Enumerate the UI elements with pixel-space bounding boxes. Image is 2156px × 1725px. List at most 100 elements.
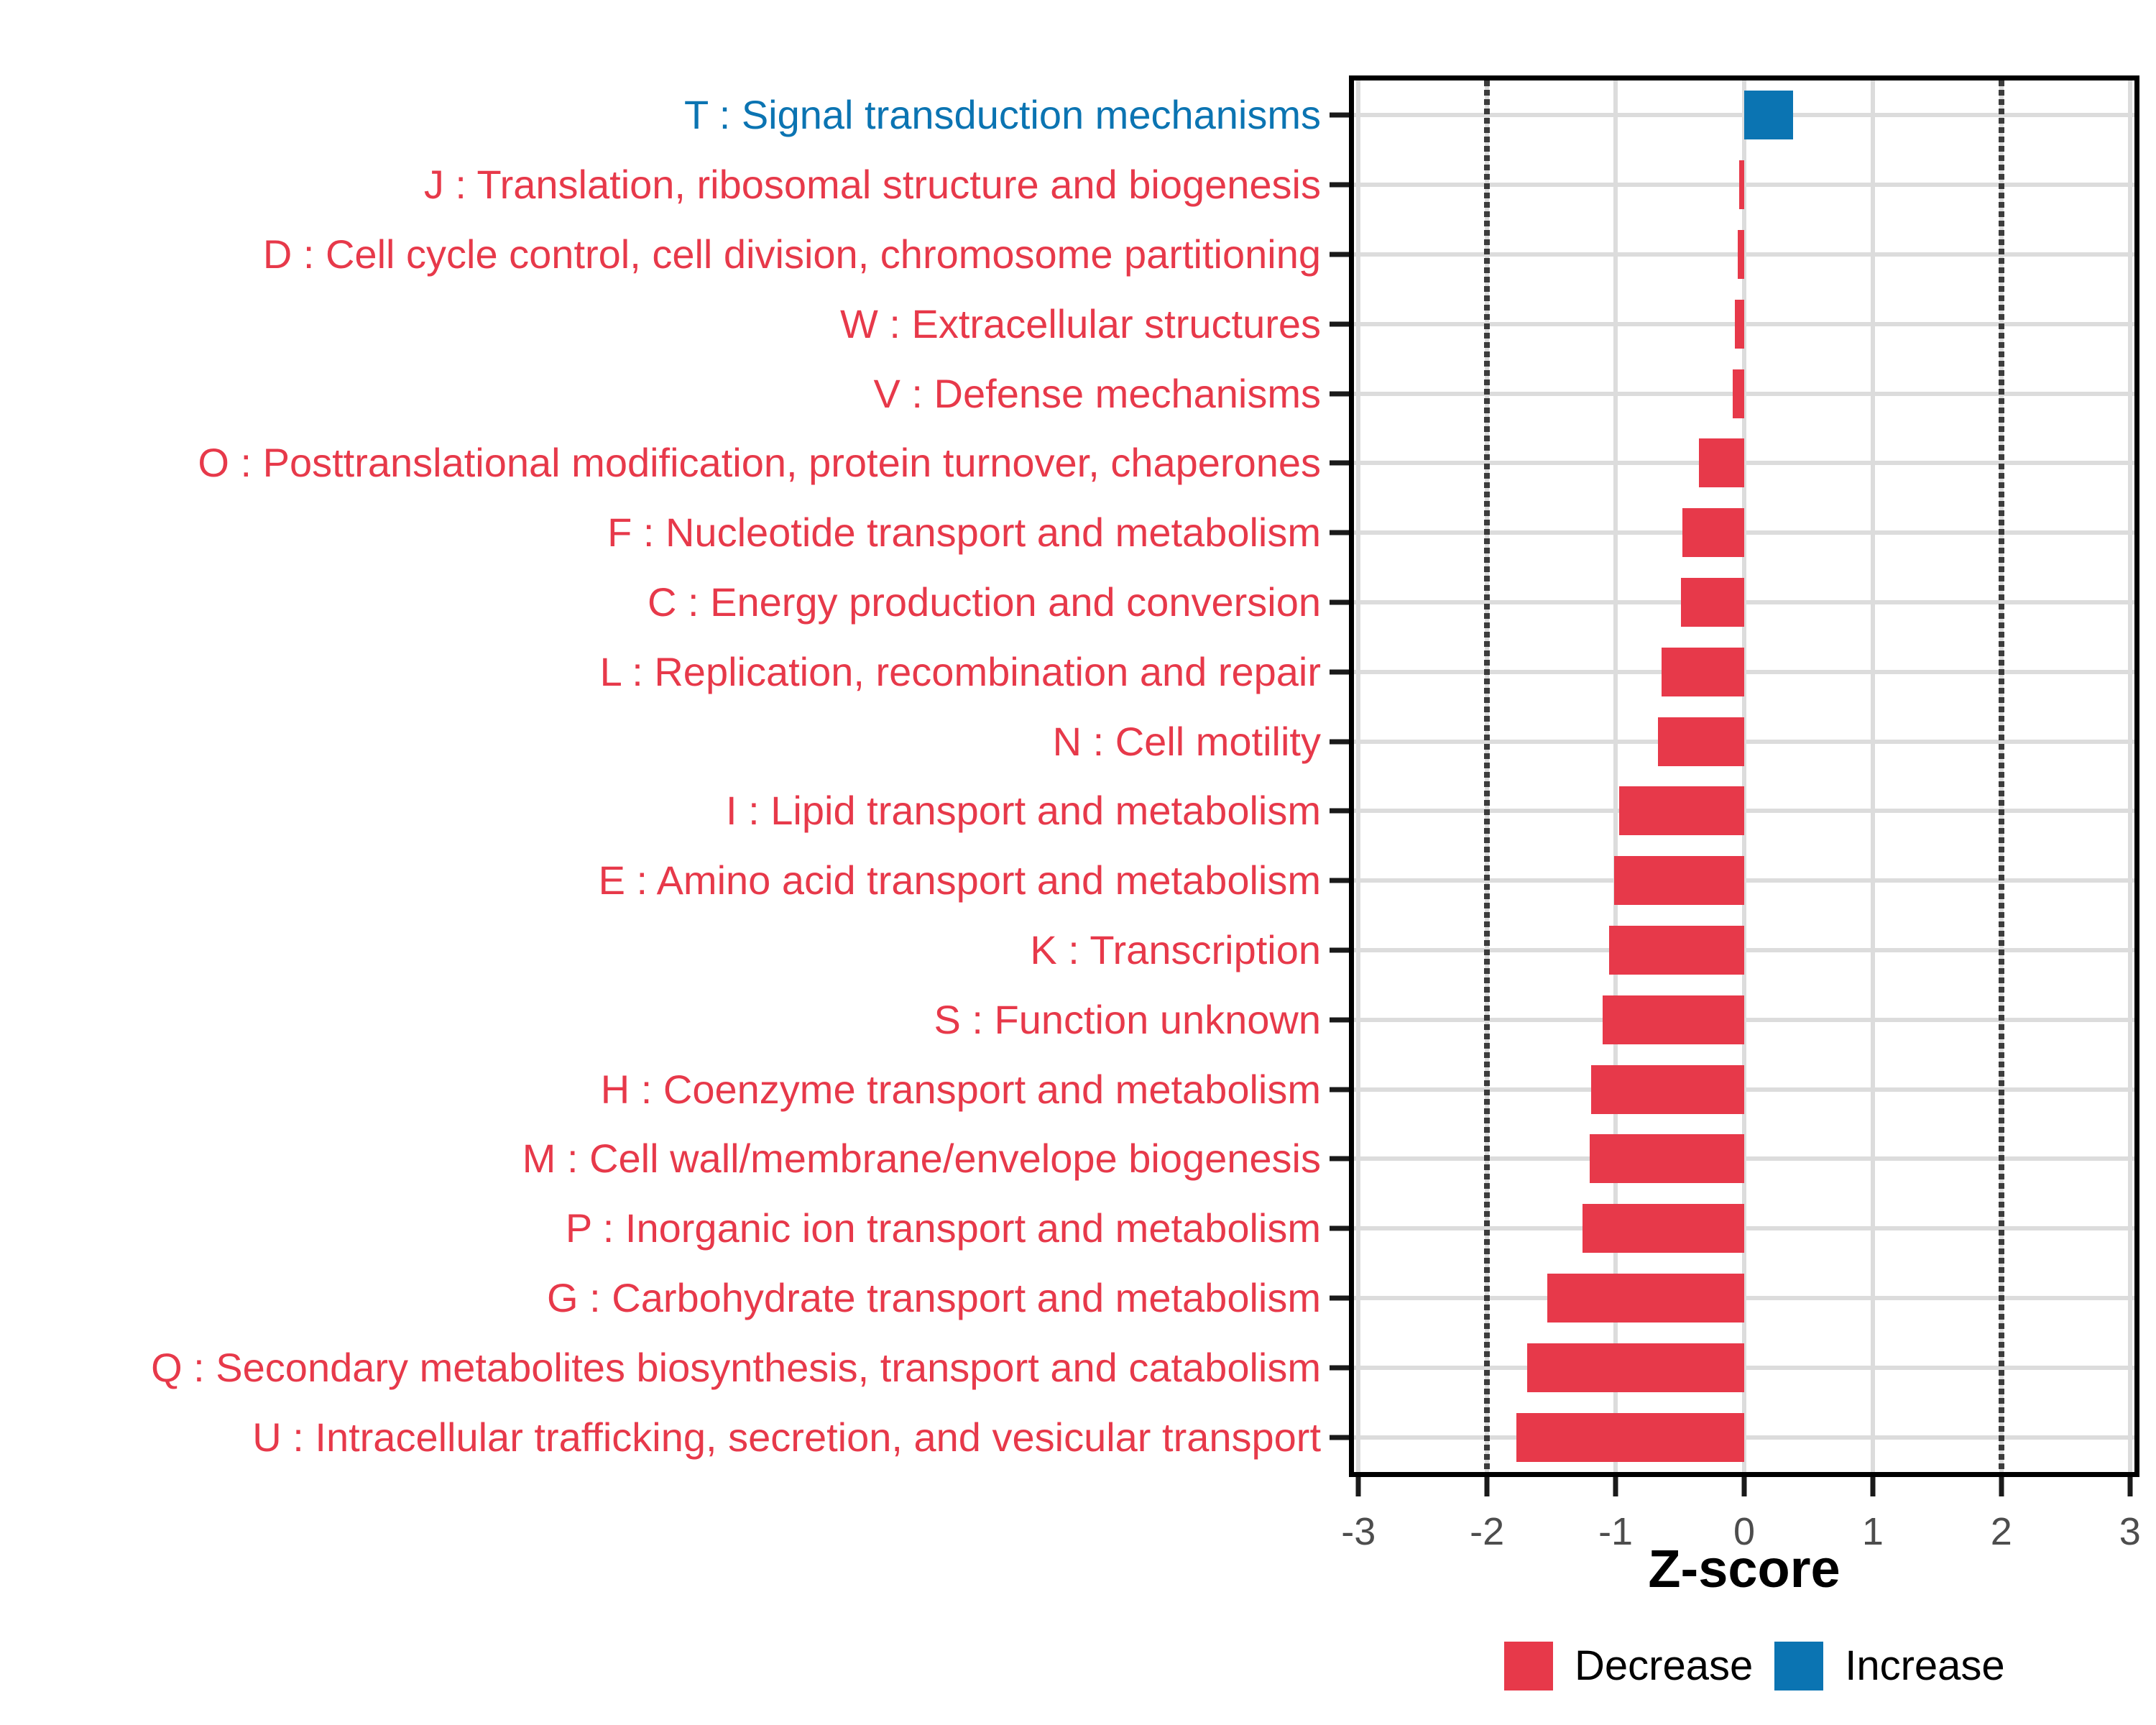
x-axis-tick [1355, 1477, 1361, 1496]
bar-decrease [1699, 438, 1744, 488]
bar-decrease [1735, 299, 1744, 349]
category-label: S : Function unknown [934, 996, 1321, 1042]
category-label: U : Intracellular trafficking, secretion… [252, 1414, 1321, 1460]
y-gridline [1354, 1435, 2134, 1440]
legend-key-decrease [1504, 1642, 1553, 1690]
x-axis-tick [1870, 1477, 1876, 1496]
bar-layer [1354, 80, 2134, 1472]
y-gridline [1354, 600, 2134, 604]
y-axis-tick [1330, 1365, 1349, 1371]
bar-decrease [1582, 1204, 1744, 1254]
x-axis-tick-label: 2 [1990, 1510, 2012, 1553]
legend-key-increase [1774, 1642, 1824, 1690]
category-label: D : Cell cycle control, cell division, c… [262, 231, 1321, 277]
bar-increase [1744, 91, 1793, 140]
y-axis-tick [1330, 1225, 1349, 1231]
y-gridline [1354, 1365, 2134, 1370]
category-label: N : Cell motility [1052, 718, 1321, 764]
reference-line-dotted [1998, 80, 2004, 1472]
bar-decrease [1662, 647, 1744, 696]
x-axis-tick-label: 0 [1733, 1510, 1756, 1553]
x-gridline [1742, 80, 1746, 1472]
category-label: V : Defense mechanisms [873, 370, 1321, 416]
x-axis-tick-label: 3 [2119, 1510, 2141, 1553]
x-axis-tick [2127, 1477, 2133, 1496]
y-axis-tick [1330, 321, 1349, 327]
y-gridline [1354, 878, 2134, 883]
y-axis-tick [1330, 1087, 1349, 1092]
category-label: F : Nucleotide transport and metabolism [607, 510, 1321, 556]
legend: Decrease Increase [1504, 1642, 2005, 1690]
category-label: L : Replication, recombination and repai… [599, 648, 1321, 694]
y-axis-tick [1330, 1017, 1349, 1023]
category-label: G : Carbohydrate transport and metabolis… [547, 1275, 1321, 1320]
y-gridline [1354, 1296, 2134, 1300]
bar-decrease [1738, 230, 1744, 279]
category-label: M : Cell wall/membrane/envelope biogenes… [522, 1136, 1321, 1182]
category-label: K : Transcription [1030, 927, 1321, 972]
bar-decrease [1547, 1274, 1744, 1322]
bar-decrease [1732, 369, 1744, 418]
category-label: J : Translation, ribosomal structure and… [423, 162, 1321, 208]
y-gridline [1354, 1087, 2134, 1092]
y-gridline [1354, 739, 2134, 744]
reference-line-layer [1354, 80, 2134, 1472]
y-axis-tick [1330, 669, 1349, 675]
bar-decrease [1516, 1412, 1744, 1462]
y-axis-tick [1330, 878, 1349, 883]
y-axis-tick [1330, 112, 1349, 118]
x-axis-tick-label: -1 [1598, 1510, 1634, 1553]
y-gridline [1354, 321, 2134, 326]
y-axis-tick [1330, 1295, 1349, 1301]
legend-label: Increase [1845, 1642, 2005, 1689]
bar-decrease [1590, 1134, 1744, 1184]
x-gridline [1613, 80, 1618, 1472]
legend-label: Decrease [1575, 1642, 1754, 1689]
bar-decrease [1658, 717, 1744, 766]
y-axis-tick [1330, 739, 1349, 745]
x-axis-tick [1484, 1477, 1490, 1496]
bar-decrease [1614, 856, 1744, 906]
category-label: T : Signal transduction mechanisms [683, 92, 1321, 138]
y-gridline [1354, 948, 2134, 952]
y-axis-tick [1330, 391, 1349, 397]
x-axis-tick-label: 1 [1861, 1510, 1884, 1553]
x-gridline [1356, 80, 1361, 1472]
x-axis-tick [1741, 1477, 1747, 1496]
category-label: Q : Secondary metabolites biosynthesis, … [151, 1344, 1321, 1390]
category-label: C : Energy production and conversion [648, 579, 1321, 625]
bar-decrease [1738, 160, 1744, 210]
x-gridline [1870, 80, 1875, 1472]
y-gridline [1354, 1017, 2134, 1022]
x-axis-tick-label: -3 [1341, 1510, 1376, 1553]
x-gridline [2127, 80, 2132, 1472]
bar-decrease [1603, 995, 1744, 1044]
x-axis-tick [1613, 1477, 1618, 1496]
category-label: W : Extracellular structures [839, 300, 1321, 346]
y-gridline [1354, 183, 2134, 188]
category-label: H : Coenzyme transport and metabolism [600, 1066, 1321, 1112]
reference-line-dotted [1484, 80, 1491, 1472]
y-gridline [1354, 1156, 2134, 1162]
category-label: P : Inorganic ion transport and metaboli… [565, 1205, 1321, 1251]
y-axis-tick [1330, 1435, 1349, 1440]
y-gridline [1354, 669, 2134, 674]
category-label: E : Amino acid transport and metabolism [598, 857, 1321, 903]
bar-decrease [1681, 578, 1744, 627]
bar-decrease [1526, 1343, 1744, 1392]
y-axis-labels: T : Signal transduction mechanisms J : Tr… [0, 80, 1321, 1472]
y-gridline [1354, 530, 2134, 535]
bar-decrease [1682, 508, 1744, 558]
category-label: I : Lipid transport and metabolism [726, 788, 1321, 834]
plot-panel: -3 -2 -1 0 1 2 3 [1330, 75, 2141, 1551]
y-axis-tick [1330, 530, 1349, 535]
y-axis-tick [1330, 599, 1349, 605]
y-gridline [1354, 252, 2134, 257]
category-label: O : Posttranslational modification, prot… [198, 440, 1321, 486]
x-axis-tick-label: -2 [1470, 1510, 1505, 1553]
bar-decrease [1591, 1064, 1744, 1114]
y-axis-tick [1330, 182, 1349, 188]
y-gridline [1354, 461, 2134, 466]
y-axis-tick [1330, 252, 1349, 257]
